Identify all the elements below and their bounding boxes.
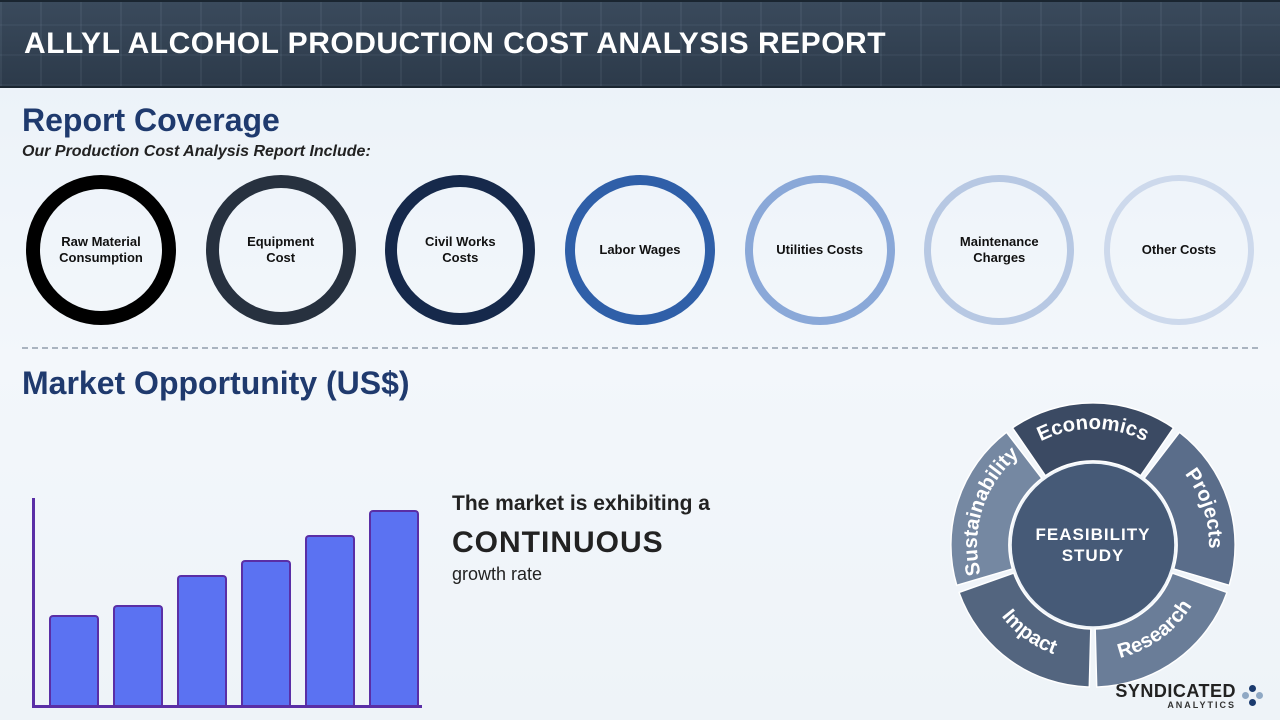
market-text: The market is exhibiting a CONTINUOUS gr… <box>442 406 928 720</box>
chart-bar <box>241 560 291 705</box>
coverage-ring: Civil Works Costs <box>385 175 535 325</box>
logo-mark-icon <box>1242 685 1264 707</box>
wheel-center-line1: FEASIBILITY <box>1036 524 1151 545</box>
chart-bar <box>305 535 355 705</box>
market-chart-wrap <box>22 406 442 720</box>
logo-dot <box>1249 685 1256 692</box>
coverage-subheading: Our Production Cost Analysis Report Incl… <box>22 143 1258 161</box>
logo-dot <box>1242 692 1249 699</box>
feasibility-wheel: EconomicsProjectsResearchImpactSustainab… <box>948 400 1238 690</box>
chart-bar <box>369 510 419 705</box>
page-title: ALLYL ALCOHOL PRODUCTION COST ANALYSIS R… <box>24 27 886 61</box>
market-bar-chart <box>32 498 422 708</box>
logo-sub-text: ANALYTICS <box>1115 700 1236 710</box>
market-text-line2: growth rate <box>452 564 928 585</box>
coverage-ring: Utilities Costs <box>745 175 895 325</box>
title-banner: ALLYL ALCOHOL PRODUCTION COST ANALYSIS R… <box>0 0 1280 88</box>
wheel-center-line2: STUDY <box>1062 545 1125 566</box>
coverage-ring: Equipment Cost <box>206 175 356 325</box>
logo-dot <box>1249 699 1256 706</box>
content-area: Report Coverage Our Production Cost Anal… <box>0 88 1280 720</box>
coverage-ring: Raw Material Consumption <box>26 175 176 325</box>
wheel-center-label: FEASIBILITY STUDY <box>948 400 1238 690</box>
chart-bar <box>113 605 163 705</box>
coverage-ring: Other Costs <box>1104 175 1254 325</box>
logo-main-text: SYNDICATED <box>1115 681 1236 701</box>
lower-row: The market is exhibiting a CONTINUOUS gr… <box>22 406 1258 720</box>
chart-bar <box>177 575 227 705</box>
brand-logo: SYNDICATED ANALYTICS <box>1115 681 1264 710</box>
feasibility-wheel-wrap: EconomicsProjectsResearchImpactSustainab… <box>928 406 1258 720</box>
coverage-ring: Maintenance Charges <box>924 175 1074 325</box>
logo-dot <box>1256 692 1263 699</box>
section-divider <box>22 347 1258 349</box>
coverage-heading: Report Coverage <box>22 102 1258 139</box>
coverage-rings-row: Raw Material ConsumptionEquipment CostCi… <box>22 175 1258 325</box>
market-text-line1: The market is exhibiting a <box>452 492 928 516</box>
coverage-ring: Labor Wages <box>565 175 715 325</box>
market-heading: Market Opportunity (US$) <box>22 365 1258 402</box>
market-text-big: CONTINUOUS <box>452 526 928 560</box>
chart-bar <box>49 615 99 705</box>
